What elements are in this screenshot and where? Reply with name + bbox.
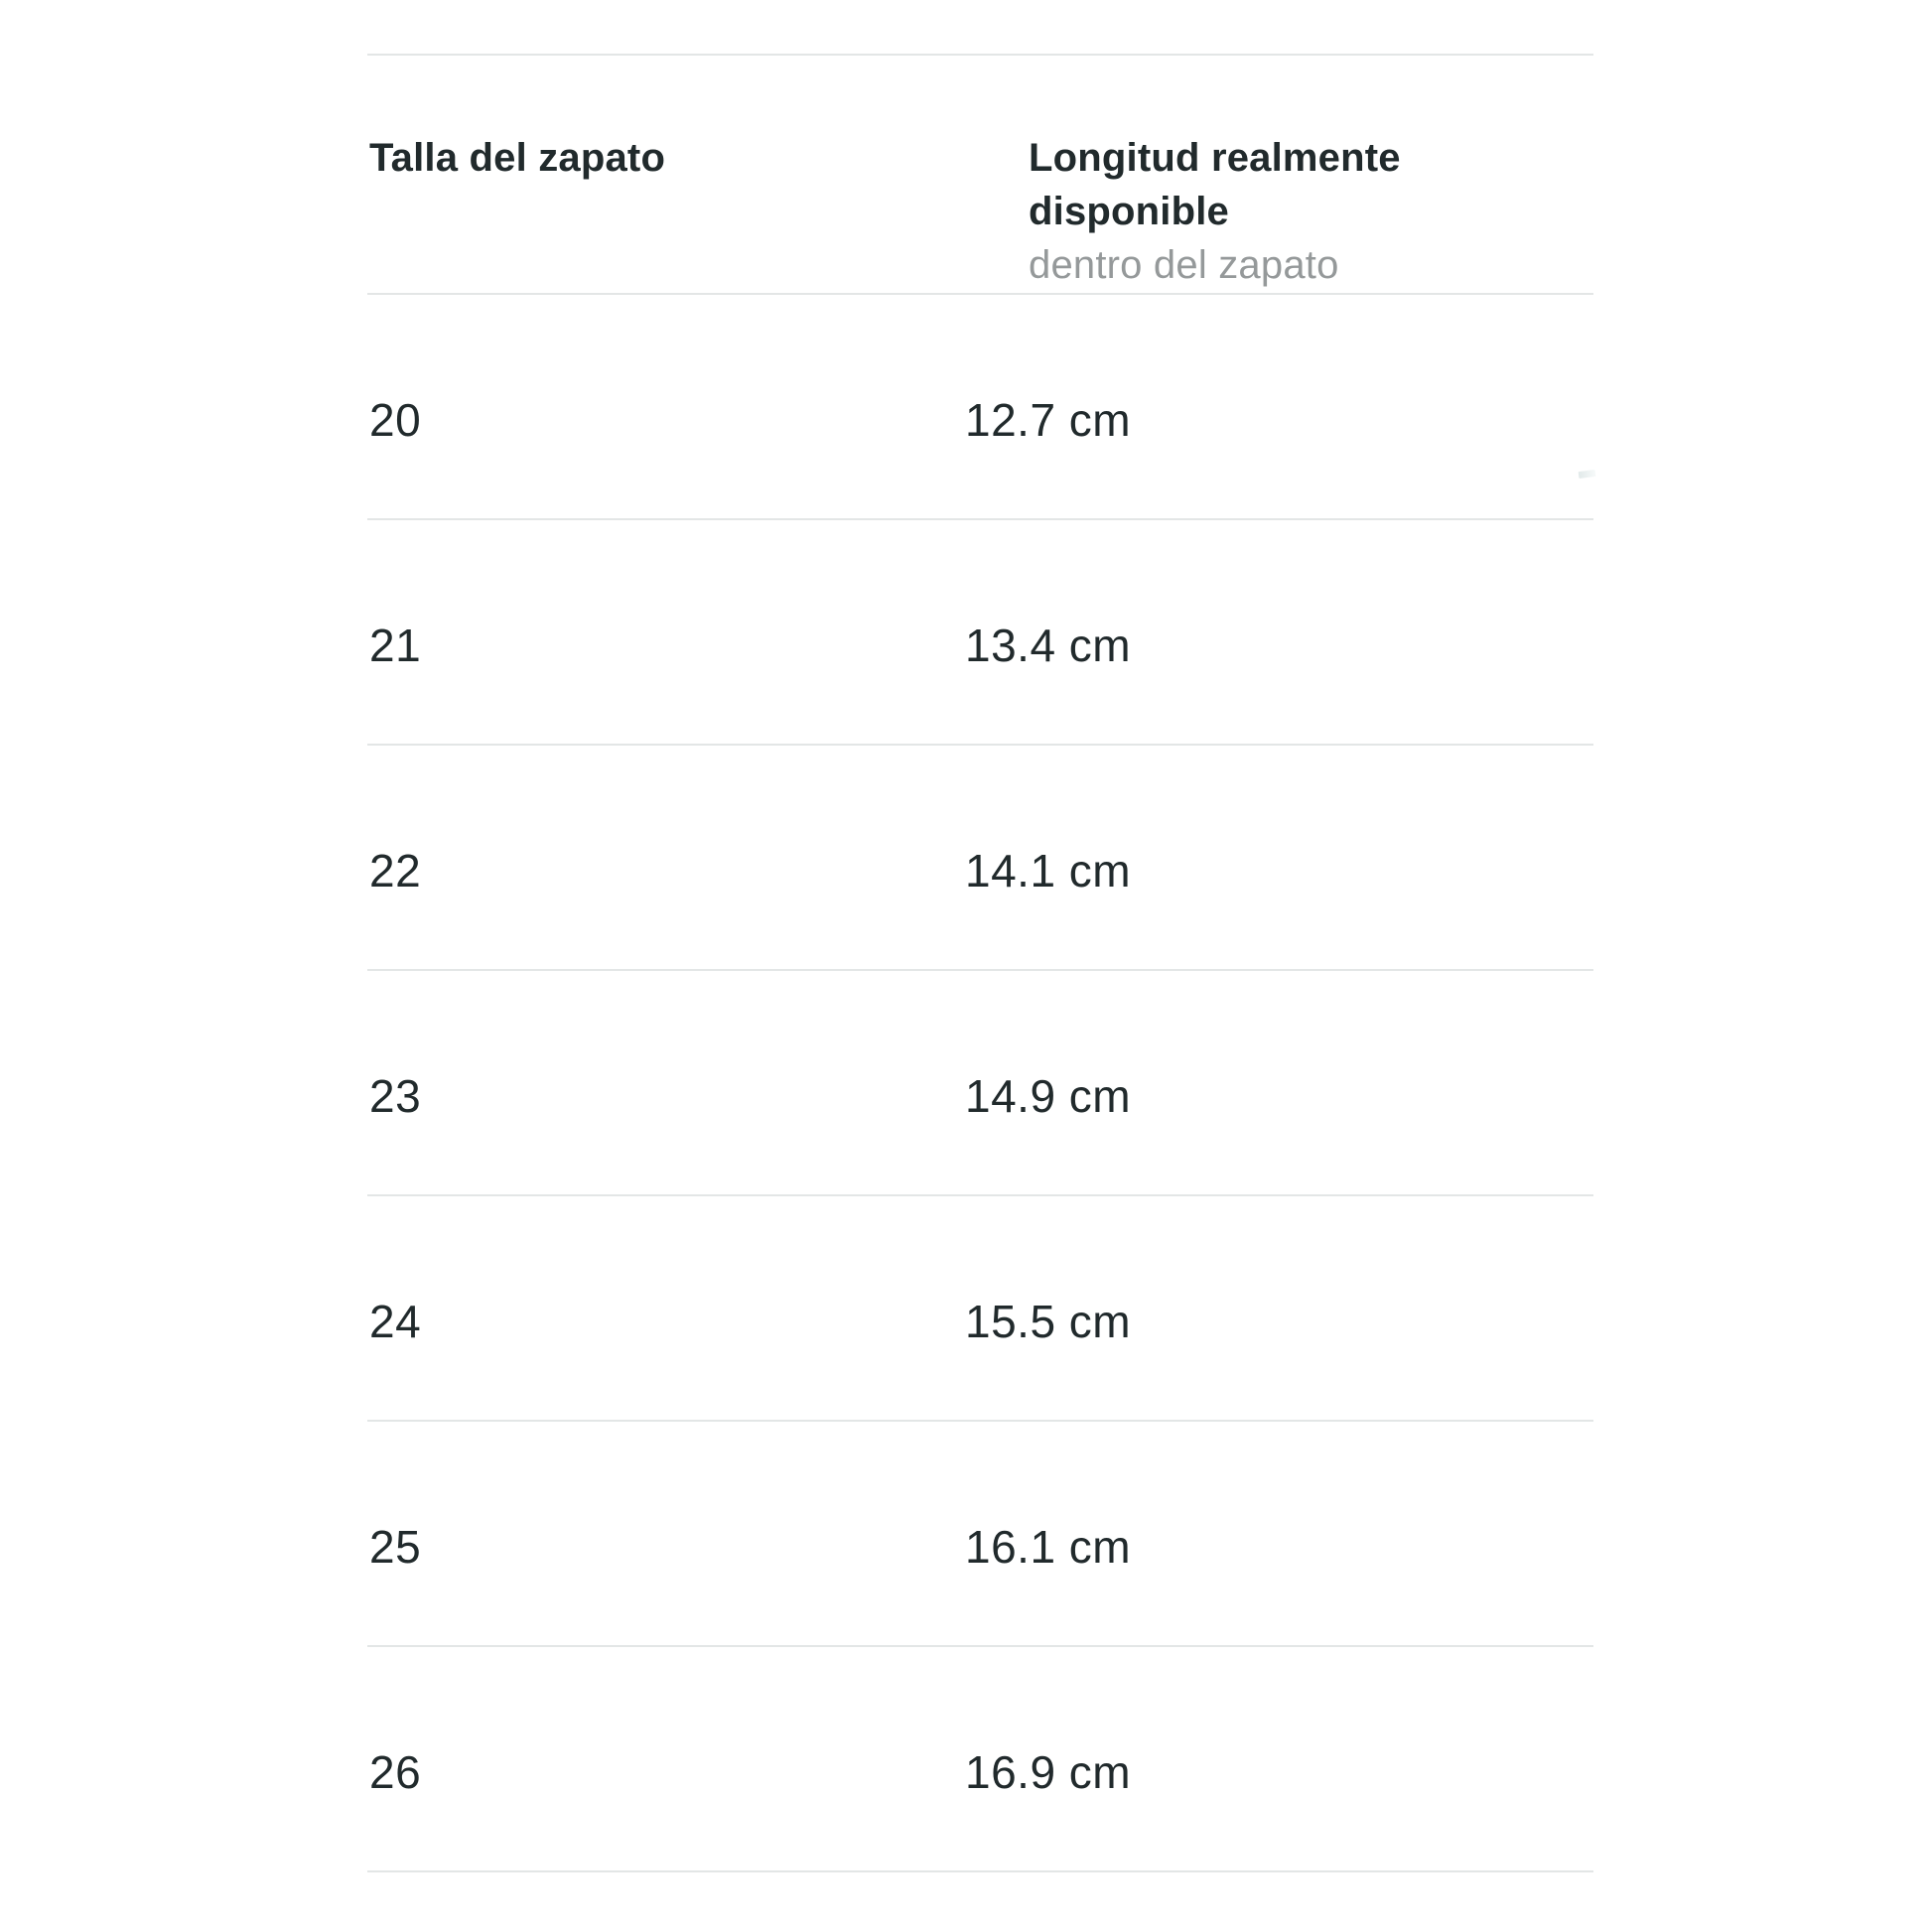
table-row: 23 14.9 cm: [367, 971, 1593, 1196]
column-sublabel-length: dentro del zapato: [1029, 243, 1339, 287]
cell-size-value: 23: [369, 1070, 422, 1122]
shoe-size-table: Talla del zapato Longitud realmente disp…: [367, 54, 1593, 1872]
cell-size-value: 26: [369, 1746, 422, 1798]
table-row: 25 16.1 cm: [367, 1422, 1593, 1647]
column-label-size: Talla del zapato: [369, 136, 666, 180]
table-row: 26 16.9 cm: [367, 1647, 1593, 1872]
table-row: 22 14.1 cm: [367, 746, 1593, 971]
table-header-row: Talla del zapato Longitud realmente disp…: [367, 54, 1593, 295]
cell-length-value: 14.1 cm: [965, 845, 1132, 897]
column-label-length: Longitud realmente disponible: [1029, 136, 1401, 233]
table-row: 21 13.4 cm: [367, 520, 1593, 746]
cell-length-value: 14.9 cm: [965, 1070, 1132, 1122]
cell-size-value: 21: [369, 620, 422, 671]
cell-length-value: 13.4 cm: [965, 620, 1132, 671]
cell-size-value: 22: [369, 845, 422, 897]
cell-length-value: 16.9 cm: [965, 1746, 1132, 1798]
cell-length-value: 16.1 cm: [965, 1521, 1132, 1573]
table-row: 20 12.7 cm: [367, 295, 1593, 520]
cell-size-value: 20: [369, 394, 422, 446]
cell-length-value: 12.7 cm: [965, 394, 1132, 446]
header-cell-length: Longitud realmente disponible dentro del…: [965, 56, 1593, 293]
cell-size-value: 24: [369, 1296, 422, 1347]
cell-size-value: 25: [369, 1521, 422, 1573]
cell-length-value: 15.5 cm: [965, 1296, 1132, 1347]
table-row: 24 15.5 cm: [367, 1196, 1593, 1422]
header-cell-size: Talla del zapato: [367, 56, 965, 293]
